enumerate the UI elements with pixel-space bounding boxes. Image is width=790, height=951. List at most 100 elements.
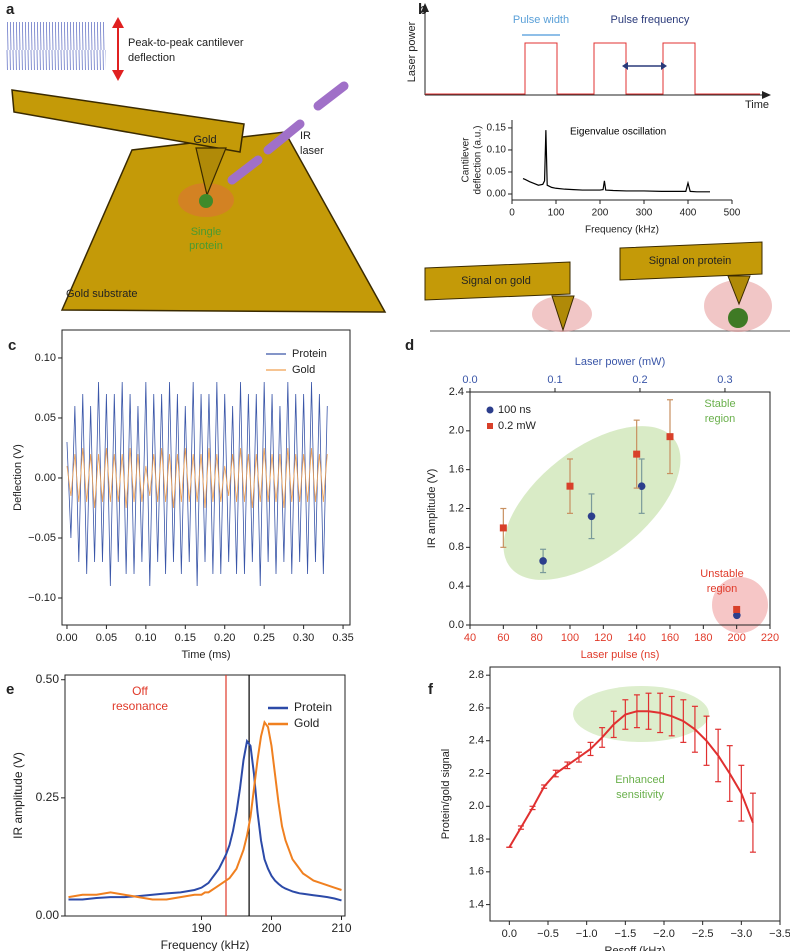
diagram-b-signals: Signal on gold Signal on protein <box>424 241 790 332</box>
legend-symbol <box>486 406 494 414</box>
x-axis-label: Laser pulse (ns) <box>581 649 660 661</box>
y-tick-label: 0.05 <box>35 412 56 424</box>
y-tick-label: 2.8 <box>469 669 484 681</box>
legend-label: Gold <box>294 716 319 730</box>
x-tick-label: 210 <box>331 921 351 935</box>
x-tick-label: 0.0 <box>502 928 517 940</box>
x-axis-label: Frequency (kHz) <box>161 938 250 951</box>
annotation: Unstable <box>700 568 743 580</box>
y-tick-label: 1.4 <box>469 899 484 911</box>
x-tick-label: 200 <box>727 632 745 644</box>
legend-label: Protein <box>294 700 332 714</box>
y-tick-label: 0.00 <box>35 472 56 484</box>
y-tick-label: 0.00 <box>36 908 60 922</box>
x-tick-label: 60 <box>497 632 509 644</box>
x-tick-label: 160 <box>661 632 679 644</box>
y-tick-label: 0.00 <box>487 189 507 200</box>
legend-label: Protein <box>292 348 327 360</box>
legend-label: 100 ns <box>498 404 532 416</box>
x-tick-label: 100 <box>548 208 565 219</box>
deflection-trace <box>6 22 106 70</box>
label: laser <box>300 145 324 157</box>
y-tick-label: 2.0 <box>449 425 464 437</box>
x-tick-label: 0.30 <box>293 632 314 644</box>
y-tick-label: −0.05 <box>28 532 56 544</box>
panel-label: a <box>6 1 15 18</box>
diagram-a: Peak-to-peak cantilever deflection Gold … <box>6 17 387 313</box>
x-tick-label: 200 <box>592 208 609 219</box>
label: Gold substrate <box>66 288 138 300</box>
annotation: Enhanced <box>615 774 665 786</box>
x2-axis-label: Laser power (mW) <box>575 356 665 368</box>
point <box>733 605 741 613</box>
x-tick-label: 300 <box>636 208 653 219</box>
panel-label: d <box>405 337 414 354</box>
point <box>633 450 641 458</box>
point <box>587 512 596 521</box>
y-tick-label: 1.2 <box>449 502 464 514</box>
y-tick-label: 2.0 <box>469 800 484 812</box>
x-tick-label: 40 <box>464 632 476 644</box>
x2-tick-label: 0.3 <box>717 374 732 386</box>
series-line <box>508 710 754 848</box>
y-tick-label: 2.4 <box>469 735 484 747</box>
halo <box>704 280 772 332</box>
legend-symbol <box>487 423 493 429</box>
y-tick-label: 0.50 <box>36 672 60 686</box>
arrow-head <box>112 17 124 28</box>
label: protein <box>189 240 223 252</box>
cantilever <box>424 261 571 301</box>
y-tick-label: 1.6 <box>449 464 464 476</box>
x-tick-label: −0.5 <box>537 928 559 940</box>
x2-tick-label: 0.0 <box>462 374 477 386</box>
x-tick-label: −3.5 <box>769 928 790 940</box>
y-tick-label: 0.10 <box>487 145 507 156</box>
annotation: Stable <box>704 398 735 410</box>
series-line <box>66 447 328 509</box>
series-line <box>66 381 328 586</box>
point <box>499 524 507 532</box>
x-tick-label: 140 <box>627 632 645 644</box>
x-tick-label: −3.0 <box>730 928 752 940</box>
x-tick-label: 180 <box>694 632 712 644</box>
y-tick-label: −0.10 <box>28 592 56 604</box>
y-tick-label: 0.4 <box>449 580 464 592</box>
x-tick-label: 0.15 <box>175 632 196 644</box>
x-tick-label: 220 <box>761 632 779 644</box>
arrow-head <box>622 62 628 70</box>
region <box>712 577 768 633</box>
x-tick-label: 0.25 <box>253 632 274 644</box>
y-axis-label: IR amplitude (V) <box>11 752 25 839</box>
y-tick-label: 0.0 <box>449 619 464 631</box>
y-tick-label: 0.05 <box>487 167 507 178</box>
cantilever-tip <box>195 147 227 197</box>
y-tick-label: 0.25 <box>36 790 60 804</box>
plot-frame <box>64 674 346 917</box>
y-axis-label: Deflection (V) <box>12 444 24 511</box>
axis-label: Laser power <box>406 21 418 82</box>
arrow-head <box>661 62 667 70</box>
x-tick-label: −1.0 <box>576 928 598 940</box>
x-tick-label: 0.05 <box>96 632 117 644</box>
x-tick-label: −2.0 <box>653 928 675 940</box>
cantilever-tip <box>551 295 575 332</box>
x-tick-label: 80 <box>531 632 543 644</box>
y-axis-label: Protein/gold signal <box>440 749 452 840</box>
point <box>666 433 674 441</box>
label: deflection <box>128 52 175 64</box>
panel-label: f <box>428 681 434 698</box>
annotation: sensitivity <box>616 789 664 801</box>
x-axis-label: Time (ms) <box>181 649 230 661</box>
y-tick-label: 0.15 <box>487 123 507 134</box>
panel-label: c <box>8 337 16 354</box>
x-tick-label: 190 <box>191 921 211 935</box>
cantilever-tip <box>727 275 751 306</box>
y-tick-label: 2.6 <box>469 702 484 714</box>
legend-label: Gold <box>292 364 315 376</box>
protein <box>199 194 213 208</box>
x2-tick-label: 0.1 <box>547 374 562 386</box>
label: Gold <box>193 134 216 146</box>
x-tick-label: 0.20 <box>214 632 235 644</box>
x2-tick-label: 0.2 <box>632 374 647 386</box>
legend-label: 0.2 mW <box>498 420 537 432</box>
